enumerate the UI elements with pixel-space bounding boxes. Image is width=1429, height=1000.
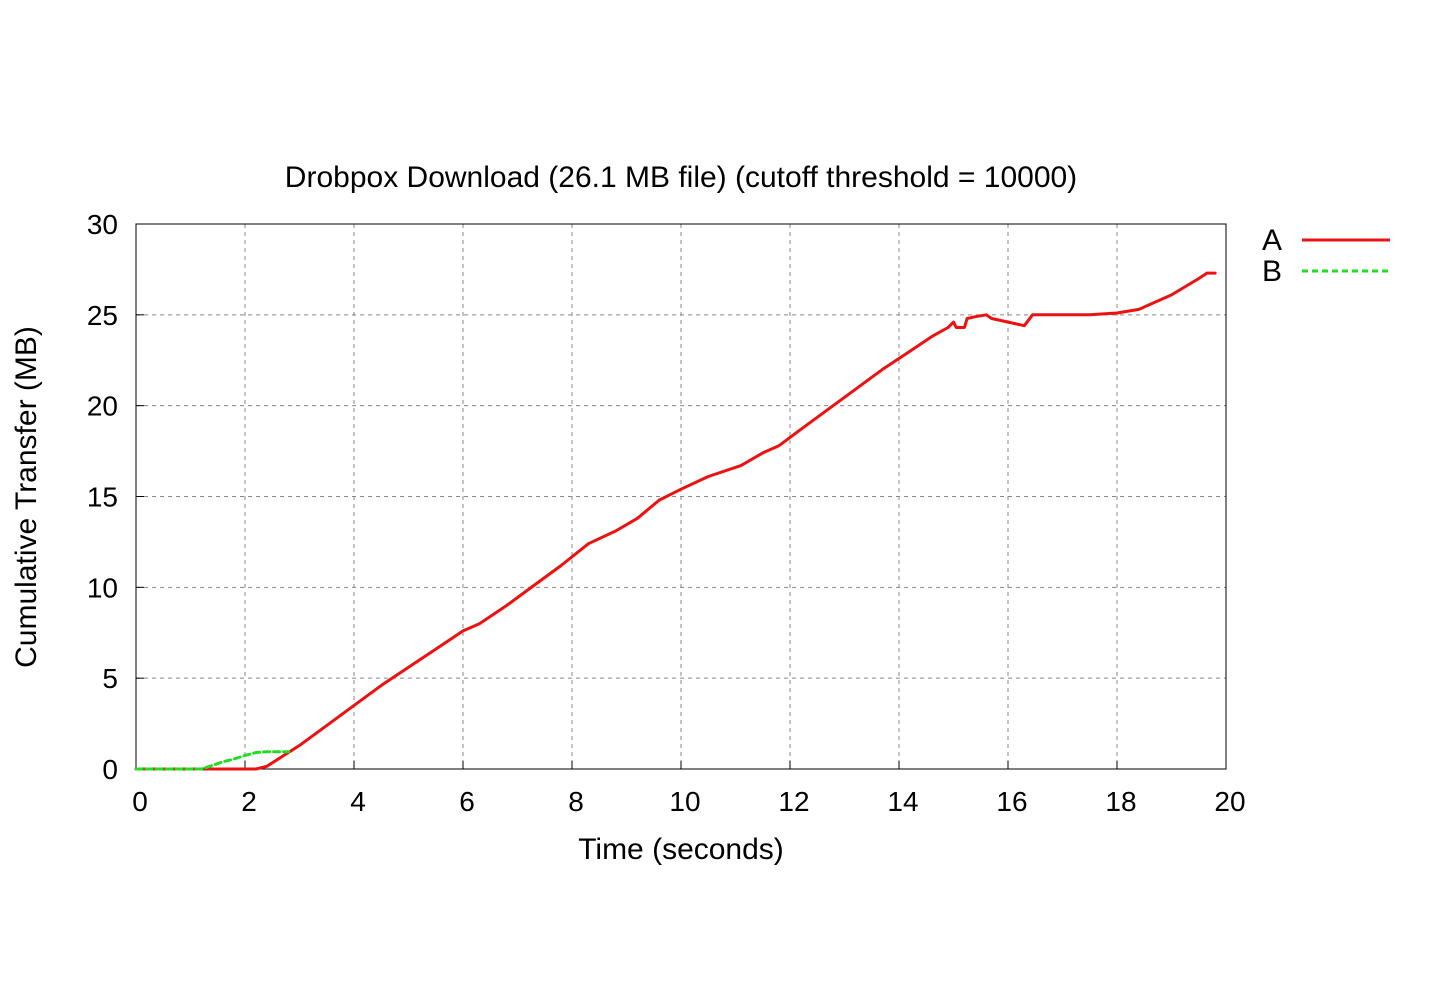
x-tick-label: 4 [350, 786, 366, 817]
y-tick-label: 10 [87, 572, 118, 603]
y-tick-label: 5 [102, 663, 118, 694]
y-tick-label: 20 [87, 391, 118, 422]
grid [136, 224, 1226, 769]
x-tick-label: 2 [241, 786, 257, 817]
chart-title: Drobpox Download (26.1 MB file) (cutoff … [285, 161, 1077, 194]
x-tick-label: 20 [1214, 786, 1245, 817]
y-tick-label: 25 [87, 300, 118, 331]
x-tick-label: 8 [568, 786, 584, 817]
x-tick-label: 12 [778, 786, 809, 817]
x-tick-label: 14 [887, 786, 918, 817]
x-tick-label: 10 [669, 786, 700, 817]
x-tick-label: 18 [1105, 786, 1136, 817]
y-axis-label: Cumulative Transfer (MB) [10, 326, 43, 668]
legend: AB [1262, 224, 1390, 288]
series-line-b [134, 750, 291, 771]
y-tick-label: 30 [87, 209, 118, 240]
x-tick-label: 16 [996, 786, 1027, 817]
x-axis-label: Time (seconds) [578, 833, 784, 866]
x-tick-label: 0 [132, 786, 148, 817]
legend-label-a: A [1262, 224, 1282, 257]
legend-label-b: B [1262, 255, 1282, 288]
series-line-a [134, 271, 1217, 771]
axis-ticks: 0 2 4 6 8 10 12 14 16 18 20 0 5 10 15 20 25 30 [87, 209, 1246, 817]
y-tick-label: 0 [102, 754, 118, 785]
series-lines [134, 271, 1217, 771]
x-tick-label: 6 [459, 786, 475, 817]
y-tick-label: 15 [87, 482, 118, 513]
